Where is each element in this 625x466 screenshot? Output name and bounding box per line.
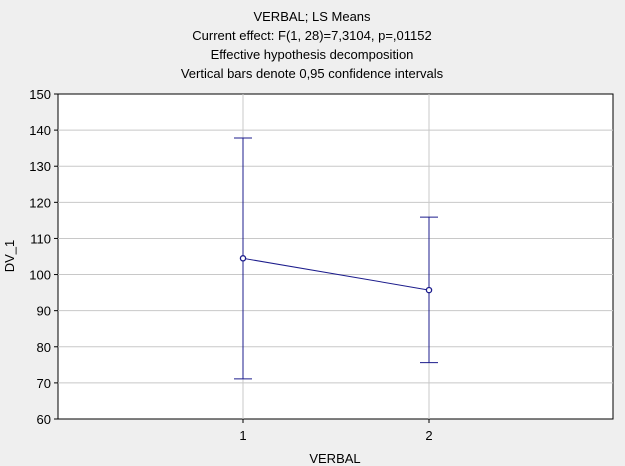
series-group: [234, 137, 438, 380]
data-point: [425, 286, 433, 294]
y-axis-ticks: 60 70 80 90 100 110 120 130 140 150: [29, 87, 58, 427]
y-tick-label: 150: [29, 87, 51, 102]
x-tick-label: 1: [239, 428, 246, 443]
data-point: [239, 255, 247, 262]
chart-title-line-1: VERBAL; LS Means: [253, 9, 371, 24]
series-line: [242, 257, 430, 291]
y-tick-label: 80: [37, 340, 51, 355]
chart-title-line-4: Vertical bars denote 0,95 confidence int…: [181, 66, 444, 81]
y-tick-label: 120: [29, 195, 51, 210]
y-tick-label: 110: [30, 231, 51, 246]
plot-area: [57, 93, 614, 420]
chart-title-line-2: Current effect: F(1, 28)=7,3104, p=,0115…: [192, 28, 431, 43]
y-tick-label: 70: [37, 376, 51, 391]
y-tick-label: 130: [29, 159, 51, 174]
x-axis-label: VERBAL: [309, 451, 360, 466]
x-tick-label: 2: [425, 428, 432, 443]
y-tick-label: 100: [29, 268, 51, 283]
grid-lines: [58, 94, 613, 419]
chart-title-group: VERBAL; LS Means Current effect: F(1, 28…: [181, 9, 444, 81]
y-tick-label: 90: [37, 304, 51, 319]
y-tick-label: 60: [37, 412, 51, 427]
chart-title-line-3: Effective hypothesis decomposition: [211, 47, 414, 62]
y-tick-label: 140: [29, 123, 51, 138]
y-axis-label: DV_1: [2, 240, 17, 273]
